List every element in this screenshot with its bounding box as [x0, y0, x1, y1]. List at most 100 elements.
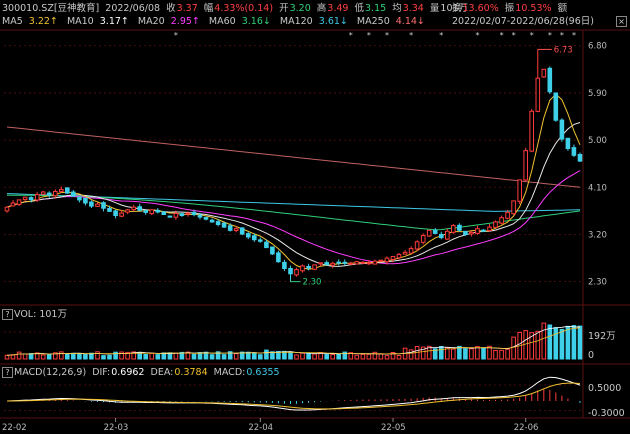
candle-body	[420, 235, 426, 243]
low-marker-label: 2.30	[302, 278, 321, 288]
ma10-line	[6, 122, 581, 267]
volume-bar	[40, 354, 46, 360]
candle-body	[167, 215, 173, 218]
price-tick-label: 4.10	[588, 183, 607, 193]
candle-body	[493, 221, 498, 228]
volume-bar	[432, 348, 438, 360]
candle-body	[34, 194, 40, 201]
candle-body	[366, 262, 372, 265]
volume-bar	[445, 347, 450, 360]
candle-body	[59, 188, 64, 192]
candle-body	[179, 213, 185, 216]
candle-body	[378, 259, 384, 262]
turnover-value: 13.60%	[462, 3, 499, 14]
candle-body	[40, 191, 46, 195]
volume-bar	[288, 352, 293, 360]
volume-bar	[22, 353, 28, 360]
volume-bar	[451, 348, 456, 360]
volume-bar	[89, 352, 94, 360]
candle-body	[408, 248, 414, 254]
candle-body	[288, 268, 293, 275]
volume-bar	[209, 354, 215, 360]
vol-legend: VOL: 101万	[14, 309, 70, 321]
volume-bar	[457, 345, 462, 360]
volume-bar	[95, 351, 100, 360]
volume-bar	[487, 345, 492, 360]
candle-body	[89, 201, 94, 207]
macd-legend: MACD(12,26,9) DIF:0.6962 DEA:0.3784 MACD…	[14, 367, 280, 378]
volume-bar	[149, 352, 155, 360]
volume-bar	[276, 351, 281, 360]
macd-close-icon[interactable]: ?	[2, 367, 13, 378]
volume-bar	[577, 325, 583, 360]
price-tick-label: 5.00	[588, 136, 607, 146]
price-tick-label: 6.80	[588, 42, 607, 52]
candle-body	[439, 233, 444, 239]
volume-bar	[215, 351, 221, 360]
volume-bar	[378, 353, 384, 360]
volume-bar	[463, 348, 468, 360]
stock-symbol: 300010.SZ[豆神教育]	[2, 3, 100, 14]
event-star-icon: *	[349, 31, 353, 40]
ma250-line	[6, 126, 581, 188]
ma20-line	[6, 170, 581, 265]
candle-body	[463, 230, 468, 235]
amplitude-value: 10.53%	[515, 3, 552, 14]
volume-bar	[360, 353, 366, 360]
candle-body	[264, 241, 269, 249]
volume-bar	[203, 351, 209, 360]
volume-bar	[16, 351, 22, 360]
volume-bar	[101, 355, 106, 360]
volume-bar	[270, 351, 275, 360]
candle-body	[143, 210, 148, 213]
volume-bar	[481, 347, 486, 360]
volume-bar	[348, 352, 354, 360]
event-star-icon: *	[367, 31, 371, 40]
ma5-legend: MA5 3.22↑	[2, 16, 58, 27]
volume-bar	[408, 349, 414, 360]
candle-body	[149, 209, 155, 215]
candle-body	[4, 206, 10, 212]
event-star-icon: *	[385, 31, 389, 40]
candle-body	[553, 92, 559, 121]
volume-bar	[559, 328, 565, 360]
volume-bar	[191, 353, 197, 360]
price-tick-label: 2.30	[588, 278, 607, 288]
candle-body	[457, 224, 462, 231]
time-axis-label: 22-06	[514, 423, 539, 433]
volume-bar	[185, 351, 191, 360]
candle-body	[209, 219, 215, 223]
candle-body	[469, 231, 474, 235]
vol-close-icon[interactable]: ?	[2, 309, 13, 320]
volume-bar	[53, 352, 58, 360]
volume-bar	[420, 346, 426, 360]
candle-body	[258, 239, 263, 242]
candle-body	[276, 252, 281, 263]
candle-body	[390, 256, 396, 260]
candle-body	[246, 233, 251, 238]
candle-body	[113, 210, 118, 216]
event-star-icon: *	[560, 31, 564, 40]
change-label: 幅	[203, 3, 214, 14]
candle-body	[414, 241, 420, 250]
candle-body	[155, 209, 161, 213]
volume-bar	[46, 354, 52, 360]
candle-body	[475, 228, 480, 234]
candle-body	[517, 179, 523, 202]
candle-body	[577, 154, 583, 162]
candle-body	[46, 192, 52, 196]
volume-bar	[131, 351, 136, 360]
candle-body	[119, 212, 124, 217]
candle-body	[354, 261, 360, 265]
macd-tick-1: -0.3000	[588, 408, 625, 419]
low-label: 低	[354, 3, 364, 14]
volume-bar	[529, 332, 535, 360]
candle-body	[571, 147, 577, 156]
candle-body	[77, 196, 82, 201]
candle-body	[336, 261, 341, 264]
volume-bar	[246, 351, 251, 360]
ma-legend: MA5 3.22↑ MA10 3.17↑ MA20 2.95↑ MA60 3.1…	[2, 16, 431, 28]
candle-body	[233, 228, 239, 231]
vol-label: VOL: 101万	[14, 309, 67, 320]
close-icon[interactable]: ×	[616, 16, 627, 27]
